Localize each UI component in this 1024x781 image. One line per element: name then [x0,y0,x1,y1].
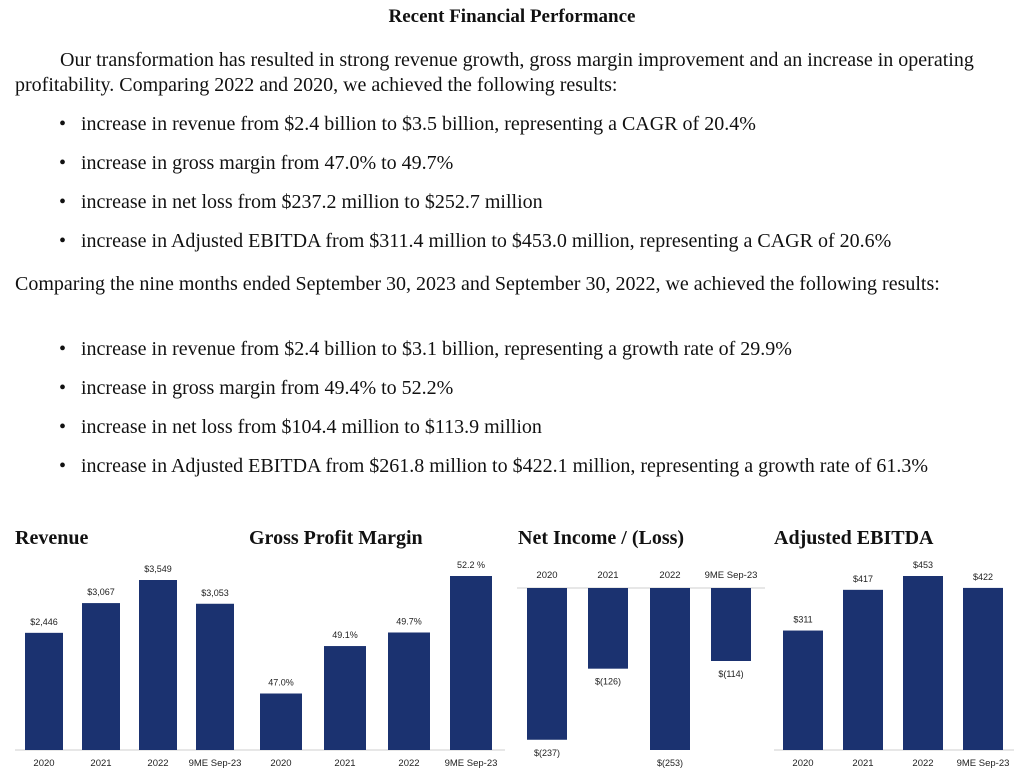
tick-label: 2020 [792,758,813,769]
intro-paragraph-text: Our transformation has resulted in stron… [15,49,974,96]
data-label: $2,446 [30,617,58,627]
bullet-dot: • [59,338,67,360]
bar [903,576,943,750]
section-heading: Recent Financial Performance [388,6,636,27]
data-label: $422 [973,572,993,582]
data-label: $(126) [595,677,621,687]
bullet-text: increase in gross margin from 47.0% to 4… [81,152,454,174]
bar [963,587,1003,750]
data-label: $311 [793,615,812,625]
gross-margin-chart-title: Gross Profit Margin [249,527,423,549]
intro-paragraph: Our transformation has resulted in stron… [15,48,1010,98]
adjusted-ebitda-chart-title: Adjusted EBITDA [774,527,934,549]
tick-label: 2021 [334,758,355,769]
revenue-chart-title: Revenue [15,527,89,549]
data-label: $(114) [718,669,743,679]
bar [196,603,234,750]
bullet-text: increase in Adjusted EBITDA from $311.4 … [81,230,892,252]
revenue-chart: $2,446 2020 $3,067 2021 $3,549 2022 $3,053 9ME … [15,564,250,769]
bar [588,588,628,669]
bullet-text: increase in revenue from $2.4 billion to… [81,113,756,135]
bullet-dot: • [59,377,67,399]
tick-label: 9ME Sep-23 [189,758,242,769]
data-label: 47.0% [268,678,294,688]
data-label: $(237) [534,748,560,758]
bar [650,588,690,750]
bullet-text: increase in net loss from $237.2 million… [81,191,543,213]
bullet-dot: • [59,191,67,213]
bullet-text: increase in net loss from $104.4 million… [81,416,542,438]
data-label: $3,067 [87,587,115,597]
bullet-text: increase in Adjusted EBITDA from $261.8 … [81,455,929,477]
bar [260,693,302,750]
tick-label: 2022 [912,758,933,769]
bar [783,630,823,750]
bullet-dot: • [59,152,67,174]
bar [139,580,177,750]
tick-label: 2022 [659,570,680,581]
tick-label: 2022 [147,758,168,769]
bar [450,576,492,750]
bullet-dot: • [59,113,67,135]
tick-label: 9ME Sep-23 [445,758,498,769]
bar [324,646,366,750]
bar [711,588,751,661]
data-label: 52.2 % [457,560,485,570]
data-label: 49.1% [332,630,358,640]
bar [527,588,567,740]
bar [388,632,430,750]
data-label: $3,053 [201,588,229,598]
adjusted-ebitda-chart: $311 2020 $417 2021 $453 2022 $422 9ME Sep-23 [774,560,1014,769]
tick-label: 9ME Sep-23 [705,570,758,581]
tick-label: 2021 [90,758,111,769]
bullet-text: increase in revenue from $2.4 billion to… [81,338,792,360]
bar [25,632,63,750]
data-label: $417 [853,574,873,584]
data-label: $(253) [657,758,683,768]
bullet-dot: • [59,230,67,252]
bullet-dot: • [59,416,67,438]
tick-label: 2020 [270,758,291,769]
tick-label: 2022 [398,758,419,769]
gross-margin-chart: 47.0% 2020 49.1% 2021 49.7% 2022 52.2 % 9ME Sep… [250,560,505,769]
tick-label: 2021 [852,758,873,769]
tick-label: 2020 [33,758,54,769]
data-label: 49.7% [396,616,422,626]
net-income-chart-title: Net Income / (Loss) [518,527,685,549]
bar [843,589,883,750]
tick-label: 9ME Sep-23 [957,758,1010,769]
tick-label: 2020 [536,570,557,581]
bullet-text: increase in gross margin from 49.4% to 5… [81,377,454,399]
net-income-chart: $(237) 2020 $(126) 2021 $(253) 2022 $(114) 9ME … [517,570,765,768]
bullet-dot: • [59,455,67,477]
tick-label: 2021 [597,570,618,581]
nine-month-paragraph: Comparing the nine months ended Septembe… [15,273,940,295]
data-label: $3,549 [144,564,172,574]
data-label: $453 [913,560,933,570]
bar [82,603,120,750]
